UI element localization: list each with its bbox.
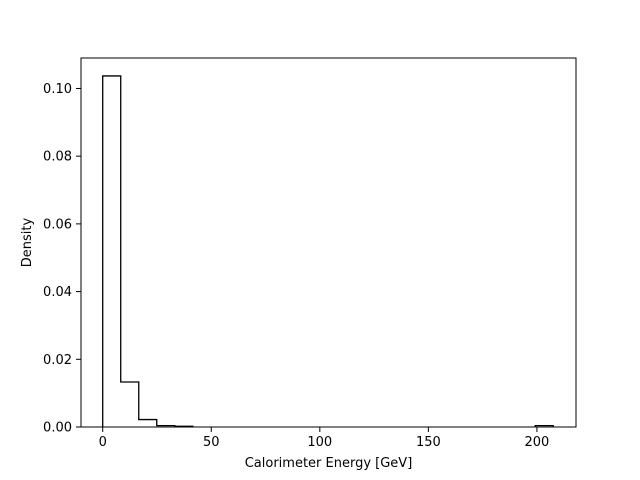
x-axis-label: Calorimeter Energy [GeV]	[245, 456, 413, 471]
x-tick-label: 50	[203, 435, 220, 450]
x-tick-label: 100	[307, 435, 332, 450]
histogram-step-0	[102, 75, 194, 427]
y-tick-label: 0.10	[43, 82, 72, 97]
y-tick-label: 0.00	[43, 421, 72, 436]
y-tick-label: 0.08	[43, 150, 72, 165]
x-tick-label: 0	[99, 435, 107, 450]
y-axis: 0.00 0.02 0.04 0.06 0.08 0.10	[43, 82, 81, 436]
histogram-step-1	[534, 425, 554, 427]
y-tick-label: 0.02	[43, 353, 72, 368]
axes-frame	[80, 57, 577, 428]
x-axis: 0 50 100 150 200	[99, 427, 550, 450]
x-tick-label: 200	[525, 435, 550, 450]
y-axis-label: Density	[20, 217, 35, 267]
y-tick-label: 0.06	[43, 217, 72, 232]
x-tick-label: 150	[416, 435, 441, 450]
plot-area	[80, 57, 577, 428]
y-tick-label: 0.04	[43, 285, 72, 300]
